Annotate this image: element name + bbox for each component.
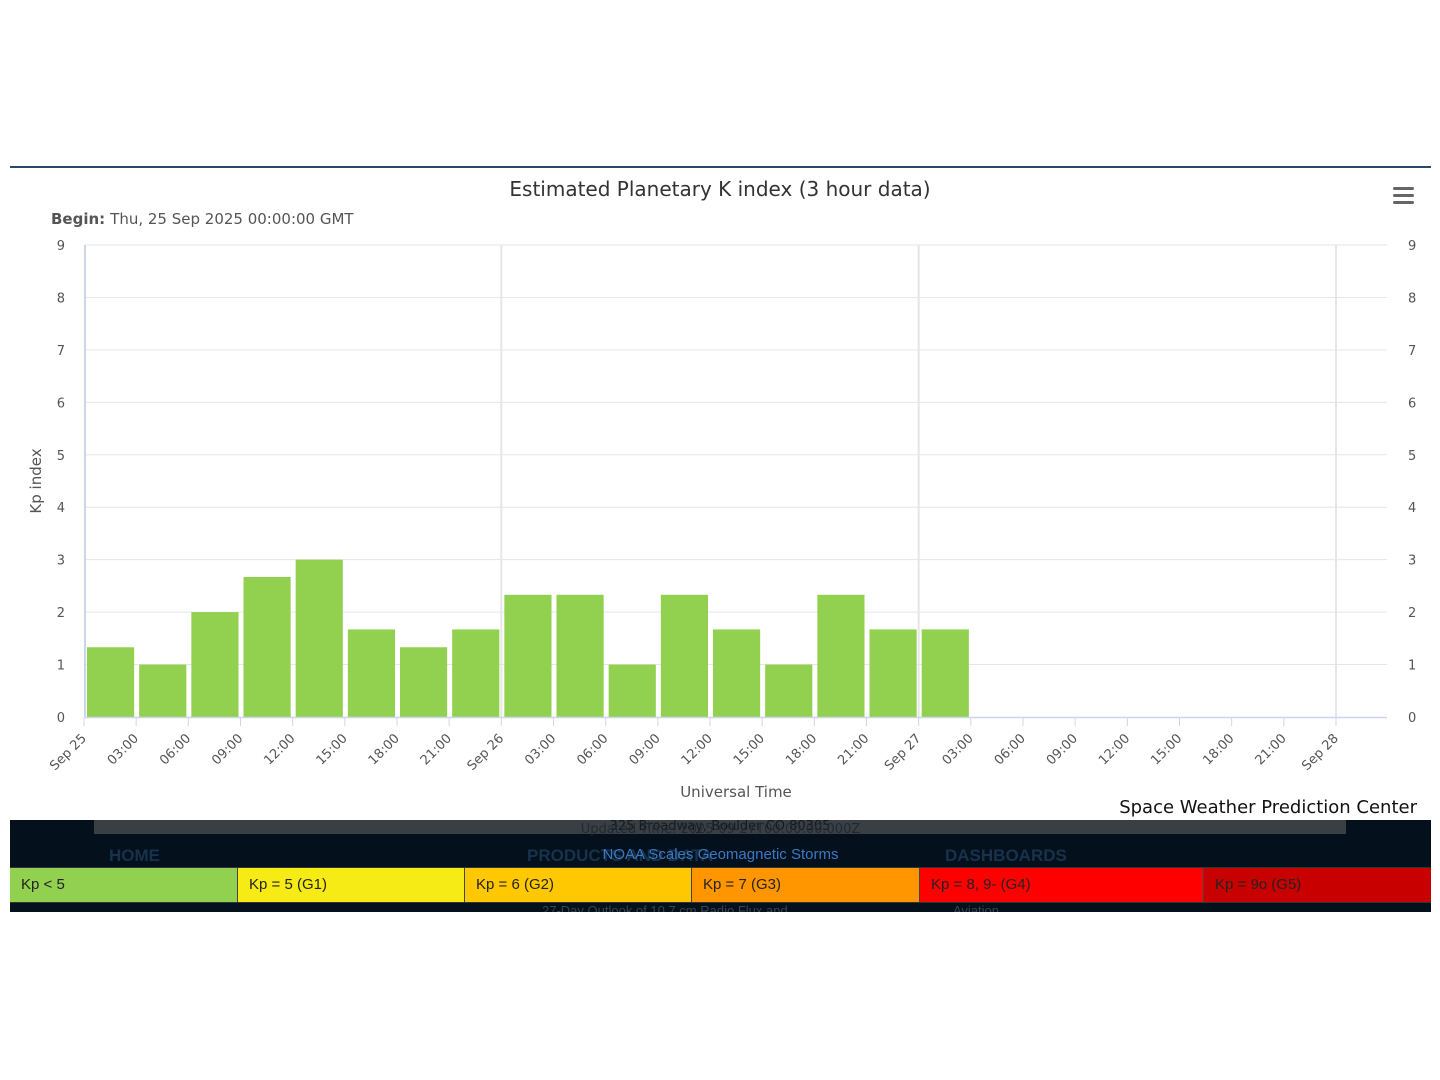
footer-address: 325 Broadway, Boulder CO 80305 — [94, 820, 1346, 834]
kp-bar — [660, 594, 708, 717]
x-tick-label: Sep 27 — [882, 731, 925, 774]
kp-bar — [765, 664, 813, 717]
x-tick-label: 03:00 — [522, 731, 559, 768]
y-tick-label-left: 1 — [57, 659, 65, 674]
kp-bar — [713, 629, 761, 717]
y-tick-label-left: 0 — [57, 711, 65, 726]
y-tick-label-right: 4 — [1408, 501, 1416, 516]
grid — [85, 244, 1387, 717]
x-tick-label: 06:00 — [574, 731, 611, 768]
y-axis-title: Kp index — [27, 448, 45, 513]
footer-heading-dashboards[interactable]: DASHBOARDS — [945, 846, 1067, 865]
x-tick-label: 21:00 — [1253, 731, 1290, 768]
y-tick-label-right: 3 — [1408, 554, 1416, 569]
kp-bar — [504, 594, 552, 717]
footer-link-aviation[interactable]: Aviation — [953, 903, 1000, 912]
legend-cell-g1: Kp = 5 (G1) — [238, 868, 465, 902]
y-tick-label-left: 7 — [57, 344, 65, 359]
hamburger-icon — [1393, 187, 1414, 190]
y-tick-label-left: 4 — [57, 501, 65, 516]
top-divider — [10, 166, 1431, 168]
credit-text: Space Weather Prediction Center — [1119, 797, 1417, 818]
kp-bar — [556, 594, 604, 717]
chart-title: Estimated Planetary K index (3 hour data… — [509, 177, 930, 201]
kp-index-chart: Estimated Planetary K index (3 hour data… — [27, 177, 1418, 818]
footer-heading-home[interactable]: HOME — [109, 846, 160, 865]
x-tick-label: 12:00 — [261, 731, 298, 768]
kp-legend-bar: Kp < 5 Kp = 5 (G1) Kp = 6 (G2) Kp = 7 (G… — [10, 867, 1431, 903]
y-tick-label-right: 6 — [1408, 396, 1416, 411]
x-tick-label: 03:00 — [940, 731, 977, 768]
x-tick-label: 15:00 — [731, 731, 768, 768]
x-tick-label: 18:00 — [1200, 731, 1237, 768]
x-tick-label: 21:00 — [418, 731, 455, 768]
y-tick-label-left: 6 — [57, 396, 65, 411]
kp-bar — [400, 647, 448, 717]
y-tick-label-right: 0 — [1408, 711, 1416, 726]
kp-bar — [347, 629, 395, 717]
subtitle-label: Begin: — [51, 210, 105, 228]
kp-bar — [869, 629, 917, 717]
kp-bar — [191, 612, 239, 717]
y-tick-label-left: 5 — [57, 449, 65, 464]
chart-subtitle: Begin: Thu, 25 Sep 2025 00:00:00 GMT — [51, 210, 354, 228]
x-tick-label: 06:00 — [992, 731, 1029, 768]
x-tick-label: Sep 26 — [465, 731, 508, 774]
chart-menu-button[interactable] — [1388, 184, 1418, 208]
legend-cell-g5: Kp = 9o (G5) — [1204, 868, 1431, 902]
x-tick-label: 12:00 — [1096, 731, 1133, 768]
footer-link-radio-flux[interactable]: 27-Day Outlook of 10.7 cm Radio Flux and — [542, 903, 788, 912]
y-tick-label-right: 9 — [1408, 239, 1416, 254]
footer-updated-time: Updated Time: 2025-09-27T00:00:00.000Z — [580, 822, 861, 837]
kp-bar — [452, 629, 500, 717]
y-tick-label-right: 8 — [1408, 291, 1416, 306]
legend-cell-g2: Kp = 6 (G2) — [465, 868, 692, 902]
noaa-scales-link[interactable]: NOAA Scales Geomagnetic Storms — [602, 846, 839, 863]
y-tick-label-right: 1 — [1408, 659, 1416, 674]
x-tick-label: Sep 25 — [47, 731, 90, 774]
y-tick-label-right: 7 — [1408, 344, 1416, 359]
kp-bar — [921, 629, 969, 717]
x-tick-label: 15:00 — [1148, 731, 1185, 768]
x-tick-label: 09:00 — [627, 731, 664, 768]
x-axis-title: Universal Time — [680, 783, 792, 801]
hamburger-icon-line — [1393, 201, 1414, 204]
subtitle-value: Thu, 25 Sep 2025 00:00:00 GMT — [109, 210, 354, 228]
kp-bar — [817, 594, 865, 717]
x-tick-label: 18:00 — [366, 731, 403, 768]
kp-bar — [608, 664, 656, 717]
x-tick-label: Sep 28 — [1299, 731, 1342, 774]
x-tick-label: 18:00 — [783, 731, 820, 768]
kp-bar — [139, 664, 187, 717]
x-tick-label: 15:00 — [314, 731, 351, 768]
y-tick-label-left: 9 — [57, 239, 65, 254]
x-tick-label: 09:00 — [1044, 731, 1081, 768]
y-tick-label-right: 5 — [1408, 449, 1416, 464]
legend-cell-g3: Kp = 7 (G3) — [692, 868, 920, 902]
legend-cell-kp-below-5: Kp < 5 — [10, 868, 238, 902]
y-tick-label-left: 2 — [57, 606, 65, 621]
x-tick-label: 12:00 — [679, 731, 716, 768]
kp-bar — [87, 647, 135, 717]
kp-bar — [243, 576, 291, 717]
x-tick-label: 06:00 — [157, 731, 194, 768]
y-tick-label-left: 3 — [57, 554, 65, 569]
x-tick-label: 21:00 — [835, 731, 872, 768]
kp-bar — [295, 559, 343, 717]
x-tick-label: 09:00 — [209, 731, 246, 768]
legend-cell-g4: Kp = 8, 9- (G4) — [920, 868, 1204, 902]
y-tick-label-right: 2 — [1408, 606, 1416, 621]
y-tick-label-left: 8 — [57, 291, 65, 306]
bars — [87, 559, 969, 717]
footer-heading-products[interactable]: PRODUCTS AND DATA — [527, 846, 713, 865]
hamburger-icon-line — [1393, 194, 1414, 197]
x-tick-label: 03:00 — [105, 731, 142, 768]
